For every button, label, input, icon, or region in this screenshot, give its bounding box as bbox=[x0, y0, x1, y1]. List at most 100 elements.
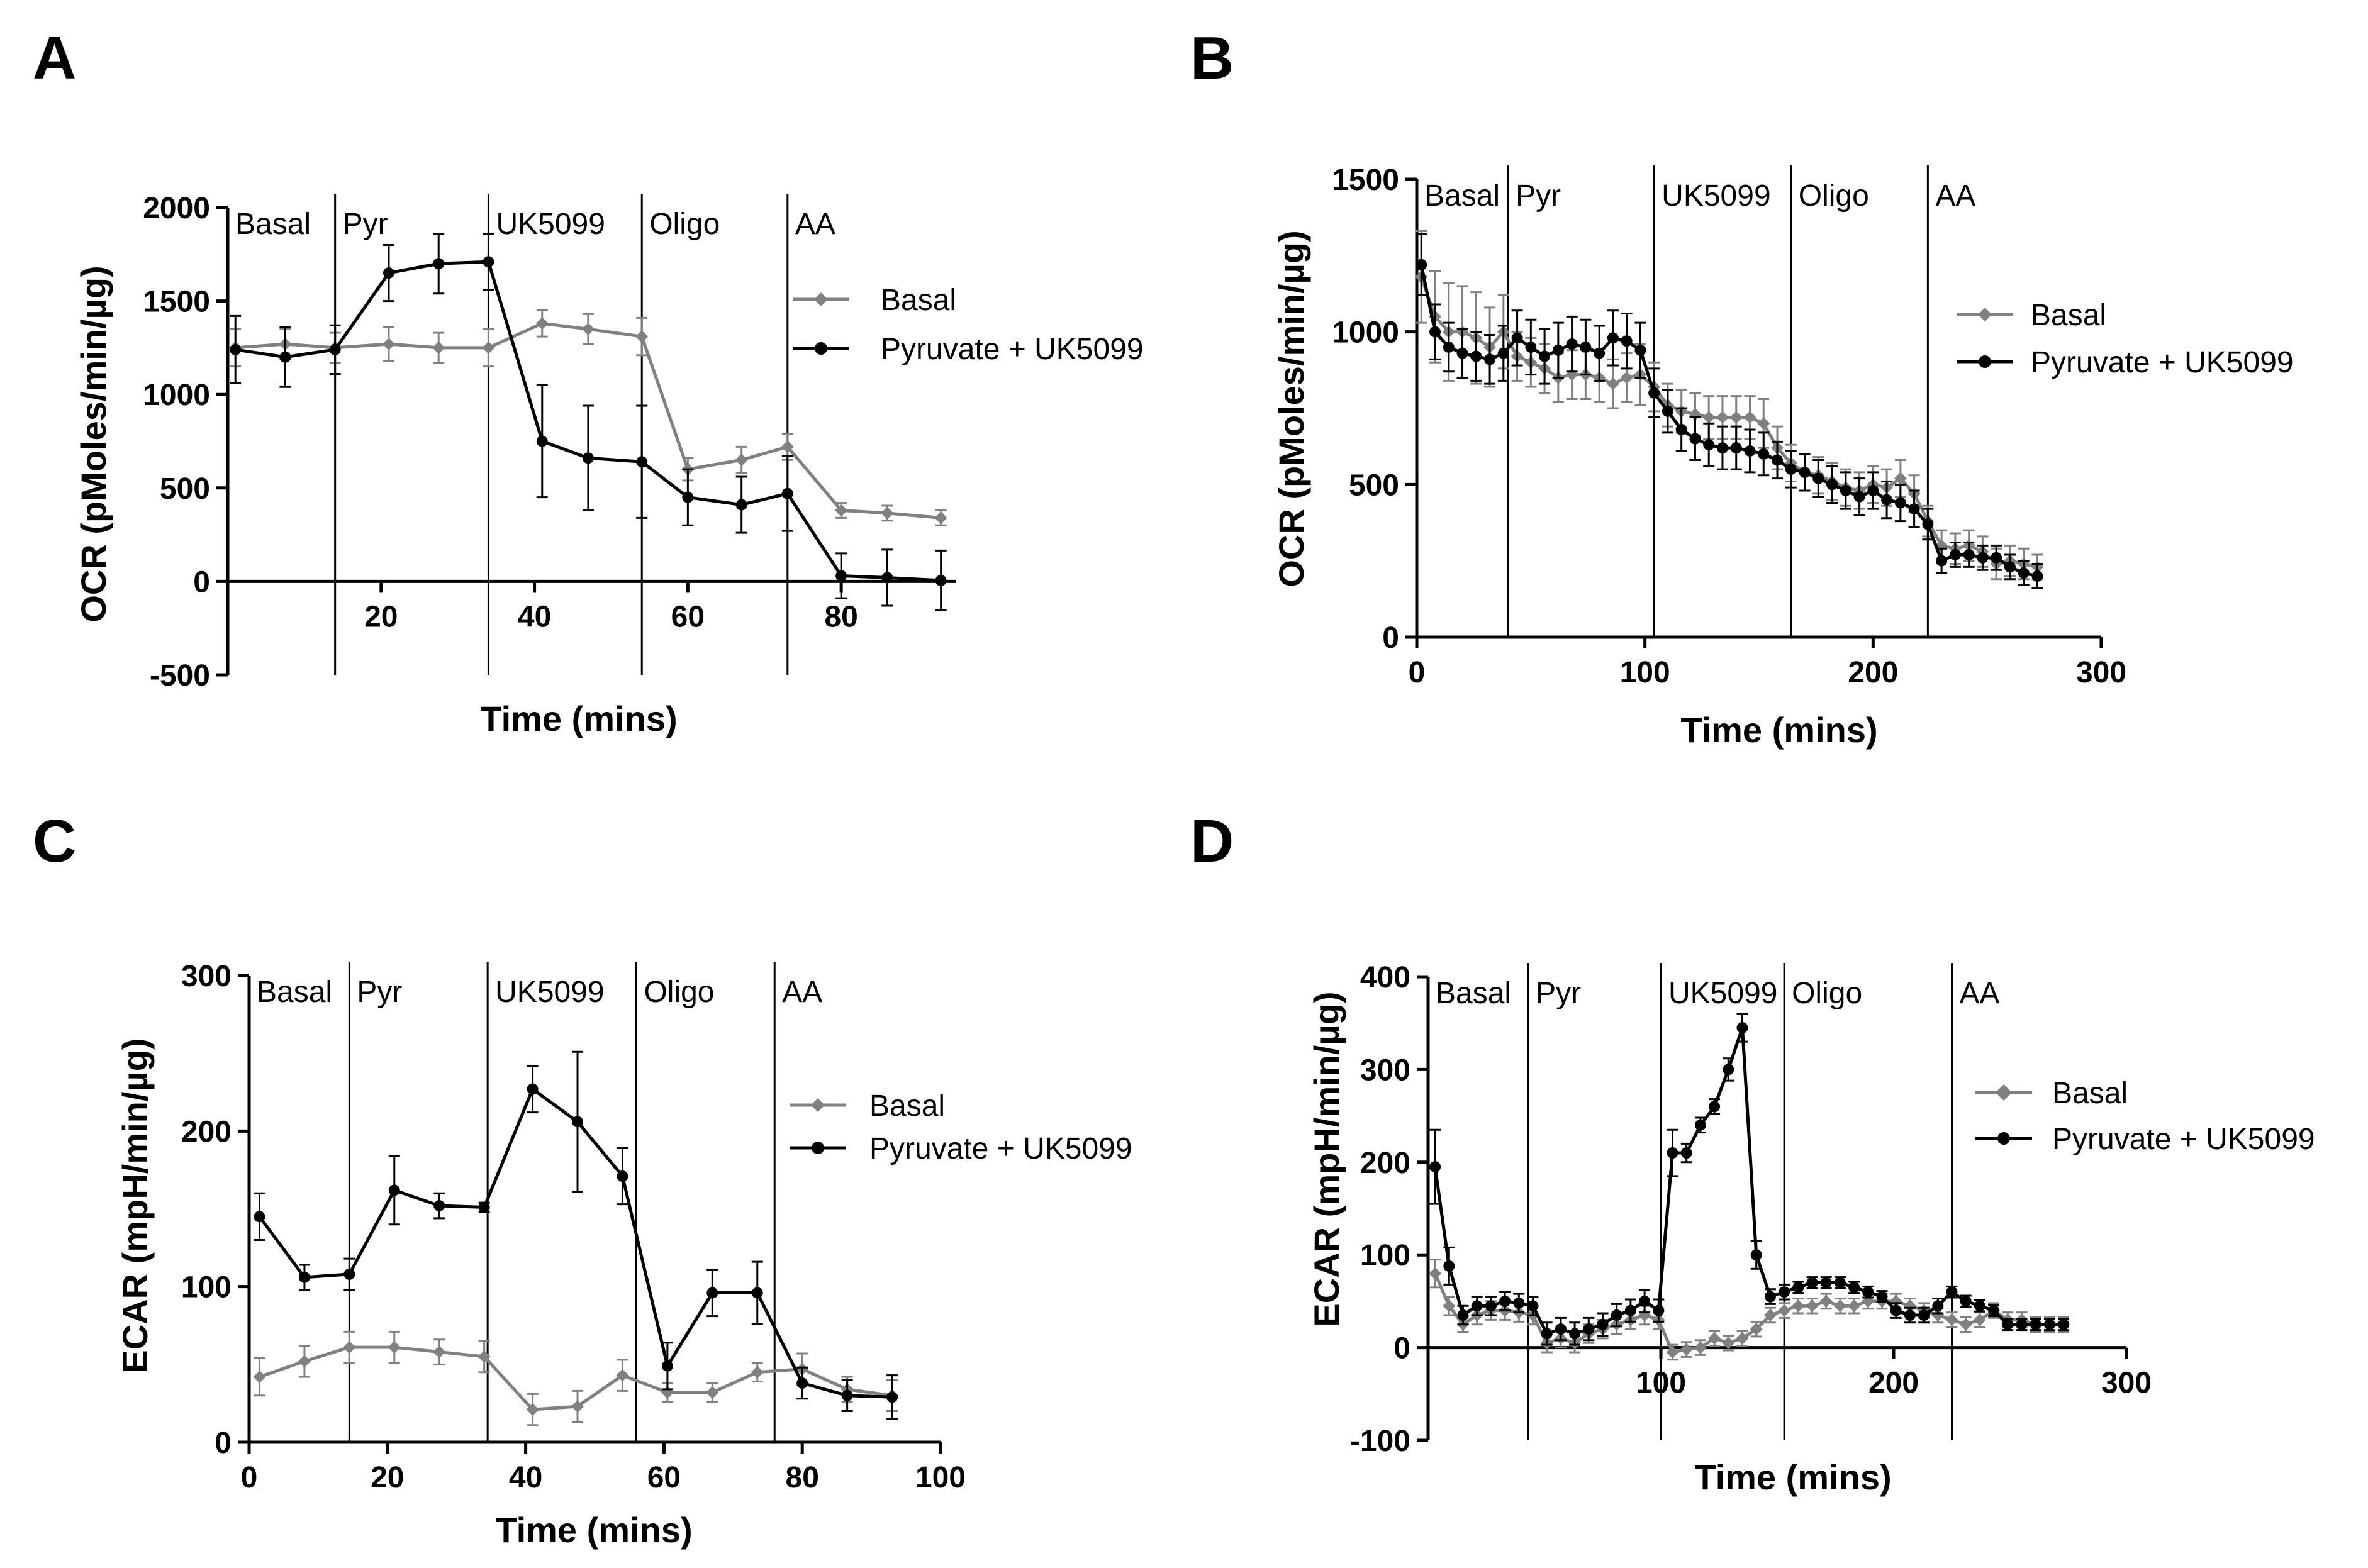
data-point bbox=[1772, 454, 1784, 466]
data-point bbox=[1485, 1300, 1497, 1312]
data-point bbox=[1484, 353, 1496, 365]
panel-a-y-tick-label: -500 bbox=[150, 659, 210, 692]
data-point bbox=[1820, 1277, 1832, 1289]
data-point bbox=[1552, 344, 1564, 356]
panel-a-phase-label: Basal bbox=[235, 208, 311, 241]
panel-letter-d: D bbox=[1190, 808, 1234, 875]
data-point bbox=[1918, 1309, 1930, 1321]
panel-c-x-tick-label: 40 bbox=[509, 1461, 542, 1494]
data-point bbox=[935, 574, 947, 586]
panel-a: A Basal Pyr UK5099 Oligo AA -500 0 500 1000 1500 2… bbox=[33, 25, 1144, 738]
data-point bbox=[841, 1389, 853, 1401]
data-point bbox=[483, 256, 494, 268]
panel-a-phase-label: Oligo bbox=[649, 208, 720, 241]
panel-letter-b: B bbox=[1190, 25, 1234, 92]
data-point bbox=[382, 337, 395, 350]
panel-d-y-axis-title: ECAR (mpH/min/µg) bbox=[1307, 991, 1346, 1326]
data-point bbox=[1429, 1161, 1441, 1173]
data-point bbox=[1723, 1064, 1734, 1076]
series-line-pyruvate bbox=[1433, 1027, 2064, 1336]
legend-basal-label-b: Basal bbox=[2031, 299, 2106, 332]
panel-d-phase-label: Oligo bbox=[1792, 977, 1862, 1010]
panel-a-x-tick-label: 80 bbox=[824, 600, 857, 633]
series-line-basal bbox=[1419, 276, 2038, 569]
data-point bbox=[1470, 350, 1482, 362]
panel-a-x-tick-label: 40 bbox=[518, 600, 551, 633]
data-point bbox=[527, 1083, 539, 1095]
data-point bbox=[1611, 1309, 1622, 1321]
data-point bbox=[432, 341, 445, 354]
panel-c-phase-label: Basal bbox=[257, 976, 332, 1009]
panel-d-y-tick-label: 200 bbox=[1360, 1147, 1410, 1180]
data-point bbox=[751, 1365, 764, 1379]
data-point bbox=[343, 1268, 355, 1280]
data-point bbox=[254, 1211, 265, 1223]
data-point bbox=[1889, 1294, 1902, 1308]
panel-a-y-tick-label: 1500 bbox=[143, 286, 210, 319]
data-point bbox=[1744, 445, 1756, 457]
data-point bbox=[1569, 1328, 1581, 1340]
data-point bbox=[735, 453, 748, 467]
panel-b-y-tick-label: 500 bbox=[1349, 469, 1399, 502]
data-point bbox=[1764, 1291, 1776, 1303]
data-point bbox=[616, 1369, 629, 1382]
panel-d-x-tick-label: 300 bbox=[2101, 1367, 2152, 1400]
series-line-basal bbox=[1433, 1272, 2064, 1354]
legend-basal-label-c: Basal bbox=[869, 1089, 945, 1123]
data-point bbox=[1974, 1300, 1985, 1312]
panel-c-x-tick-label: 20 bbox=[371, 1461, 404, 1494]
data-point bbox=[1945, 1313, 1958, 1326]
data-point bbox=[1959, 1318, 1972, 1331]
data-point bbox=[835, 504, 848, 517]
data-point bbox=[1694, 1341, 1707, 1354]
data-point bbox=[1606, 377, 1619, 391]
legend-basal-label-a: Basal bbox=[881, 284, 956, 317]
panel-d-y-tick-label: 300 bbox=[1360, 1054, 1410, 1087]
data-point bbox=[1881, 494, 1893, 506]
data-point bbox=[536, 435, 548, 447]
panel-c-series-pyruvate bbox=[254, 1050, 898, 1420]
data-point bbox=[388, 1341, 401, 1354]
panel-letter-a: A bbox=[33, 25, 76, 92]
panel-a-plot: Basal Pyr UK5099 Oligo AA -500 0 500 1000 1500 200… bbox=[143, 192, 956, 692]
panel-b-phase-label: UK5099 bbox=[1662, 179, 1770, 213]
data-point bbox=[582, 452, 594, 464]
panel-a-y-axis-title: OCR (pMoles/min/µg) bbox=[74, 265, 113, 622]
panel-c-y-tick-label: 300 bbox=[181, 960, 232, 993]
data-point bbox=[735, 499, 747, 511]
panel-a-x-tick-label: 60 bbox=[671, 600, 705, 633]
data-point bbox=[635, 330, 649, 343]
panel-a-phase-label: UK5099 bbox=[496, 208, 605, 241]
data-point bbox=[1621, 335, 1633, 347]
data-point bbox=[1812, 472, 1824, 484]
data-point bbox=[2058, 1318, 2070, 1330]
data-point bbox=[1443, 1260, 1455, 1272]
data-point bbox=[1416, 259, 1427, 270]
panel-b-x-axis-title: Time (mins) bbox=[1680, 710, 1877, 750]
data-point bbox=[617, 1170, 628, 1182]
data-point bbox=[1702, 411, 1716, 424]
data-point bbox=[1666, 1345, 1679, 1359]
data-point bbox=[571, 1400, 584, 1413]
data-point bbox=[1848, 1281, 1860, 1293]
panel-d-series-pyruvate bbox=[1429, 1013, 2070, 1346]
panel-b-x-tick-label: 200 bbox=[1848, 656, 1898, 689]
panel-c-phase-label: Pyr bbox=[357, 976, 402, 1009]
panel-c-x-tick-label: 80 bbox=[786, 1461, 819, 1494]
data-point bbox=[1736, 1022, 1748, 1034]
data-point bbox=[1988, 1304, 2000, 1316]
panel-c-legend: Basal Pyruvate + UK5099 bbox=[790, 1089, 1132, 1165]
data-point bbox=[1527, 1300, 1539, 1312]
data-point bbox=[1689, 433, 1701, 445]
data-point bbox=[1694, 1119, 1706, 1131]
panel-d-y-tick-label: 400 bbox=[1360, 961, 1410, 994]
series-line-pyruvate bbox=[1419, 264, 2038, 578]
panel-b-series-pyruvate bbox=[1416, 233, 2043, 589]
panel-a-series-pyruvate bbox=[230, 233, 947, 611]
data-point bbox=[1833, 1299, 1846, 1313]
data-point bbox=[1729, 411, 1743, 424]
legend-pyruvate-marker-b bbox=[1979, 355, 1991, 368]
panel-b-phase-label: Oligo bbox=[1799, 179, 1869, 213]
data-point bbox=[1799, 466, 1811, 478]
data-point bbox=[526, 1403, 539, 1416]
